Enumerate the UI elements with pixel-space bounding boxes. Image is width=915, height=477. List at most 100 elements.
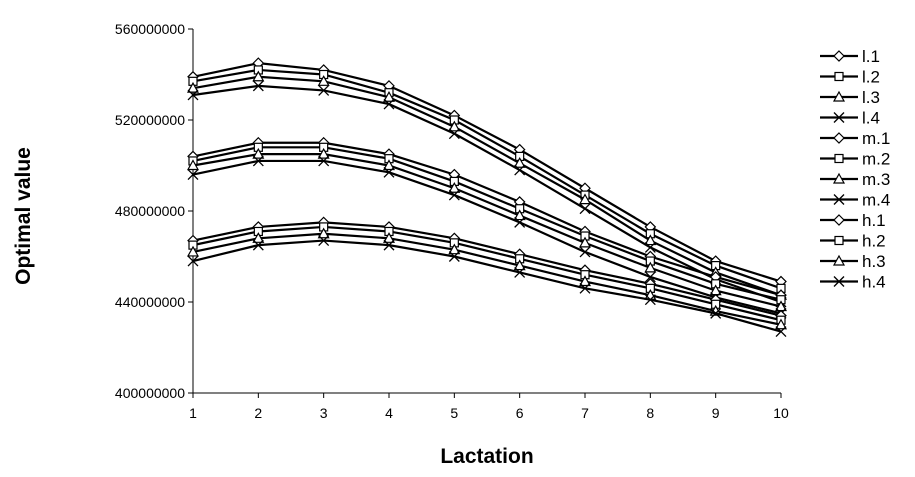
legend-marker xyxy=(834,153,844,164)
y-axis-title: Optimal value xyxy=(12,147,35,285)
series-l.1 xyxy=(187,57,787,288)
series-l.3 xyxy=(186,70,788,300)
data-point xyxy=(775,326,787,338)
data-point xyxy=(448,182,461,193)
series-line xyxy=(192,141,782,297)
data-point xyxy=(317,75,330,86)
data-point xyxy=(774,318,788,330)
legend-label: l.1 xyxy=(862,47,880,66)
legend-marker xyxy=(833,50,845,62)
data-point xyxy=(318,155,330,167)
data-point xyxy=(187,169,199,181)
data-point xyxy=(644,294,656,306)
data-point xyxy=(644,234,657,246)
x-tick-label: 4 xyxy=(385,405,393,421)
data-point xyxy=(317,227,330,239)
data-point xyxy=(382,232,396,243)
legend-item: m.2 xyxy=(820,150,890,169)
data-point xyxy=(187,89,199,101)
legend-marker xyxy=(832,254,846,266)
legend-label: m.3 xyxy=(862,170,890,189)
data-point xyxy=(448,243,461,255)
chart-legend: l.1 l.2l.3 l.4m.1 m.2m.3 m.4h.1 h.2h.3 h.4 xyxy=(820,47,890,292)
series-line xyxy=(192,221,782,317)
series-line xyxy=(192,84,782,304)
legend-marker xyxy=(832,90,846,102)
x-tick-label: 2 xyxy=(254,405,262,421)
data-point xyxy=(317,147,330,159)
chart-series xyxy=(186,57,788,338)
legend-label: h.4 xyxy=(862,273,886,292)
series-line xyxy=(192,146,782,301)
data-point xyxy=(448,189,460,201)
data-point xyxy=(318,84,330,96)
legend-label: l.4 xyxy=(862,109,880,128)
series-line xyxy=(192,159,782,315)
series-line xyxy=(192,62,782,283)
data-point xyxy=(383,239,395,251)
data-point xyxy=(514,164,526,176)
data-point xyxy=(578,236,592,248)
series-line xyxy=(192,75,782,297)
legend-marker xyxy=(833,276,845,287)
data-point xyxy=(579,246,591,258)
series-m.3 xyxy=(186,147,788,312)
data-point xyxy=(644,271,656,283)
data-point xyxy=(578,193,592,205)
data-point xyxy=(252,232,265,243)
legend-item: l.2 xyxy=(820,68,880,87)
data-point xyxy=(579,203,591,215)
legend-label: h.3 xyxy=(862,252,886,271)
series-m.1 xyxy=(187,136,787,302)
legend-label: m.2 xyxy=(862,150,890,169)
x-tick-label: 7 xyxy=(581,405,589,421)
x-axis-title: Lactation xyxy=(440,445,533,468)
legend-label: l.2 xyxy=(862,68,880,87)
legend-item: l.4 xyxy=(820,109,880,128)
data-point xyxy=(448,120,461,132)
data-point xyxy=(252,80,264,92)
data-point xyxy=(710,307,722,319)
legend-label: l.3 xyxy=(862,88,880,107)
y-tick-label: 440000000 xyxy=(115,294,185,310)
series-line xyxy=(192,232,782,326)
legend-item: l.3 xyxy=(820,88,880,107)
data-point xyxy=(252,70,265,82)
data-point xyxy=(514,266,526,278)
series-line xyxy=(192,153,782,308)
data-point xyxy=(448,128,460,140)
legend-item: m.3 xyxy=(820,170,890,189)
data-point xyxy=(187,255,199,267)
x-tick-label: 6 xyxy=(516,405,524,421)
data-point xyxy=(186,159,200,171)
legend-marker xyxy=(834,71,844,82)
data-point xyxy=(186,81,200,93)
data-point xyxy=(448,251,460,262)
legend-marker xyxy=(832,172,846,184)
legend-item: h.3 xyxy=(820,252,886,271)
x-tick-label: 10 xyxy=(773,405,789,421)
legend-label: m.4 xyxy=(862,191,890,210)
data-point xyxy=(644,241,656,253)
legend-marker xyxy=(833,112,845,123)
legend-item: l.1 xyxy=(820,47,880,66)
data-point xyxy=(579,282,591,294)
data-point xyxy=(383,98,395,110)
series-h.4 xyxy=(187,235,787,338)
data-point xyxy=(514,216,526,228)
legend-item: h.2 xyxy=(820,232,886,251)
data-point xyxy=(252,155,264,167)
data-point xyxy=(578,275,592,287)
y-tick-label: 560000000 xyxy=(115,21,185,37)
series-line xyxy=(192,239,782,333)
x-tick-label: 9 xyxy=(712,405,720,421)
data-point xyxy=(644,261,657,273)
legend-item: m.4 xyxy=(820,191,890,210)
legend-marker xyxy=(834,235,844,246)
legend-item: m.1 xyxy=(820,129,890,148)
data-point xyxy=(252,239,264,251)
data-point xyxy=(382,91,396,102)
data-point xyxy=(318,235,330,247)
legend-label: h.1 xyxy=(862,211,886,230)
